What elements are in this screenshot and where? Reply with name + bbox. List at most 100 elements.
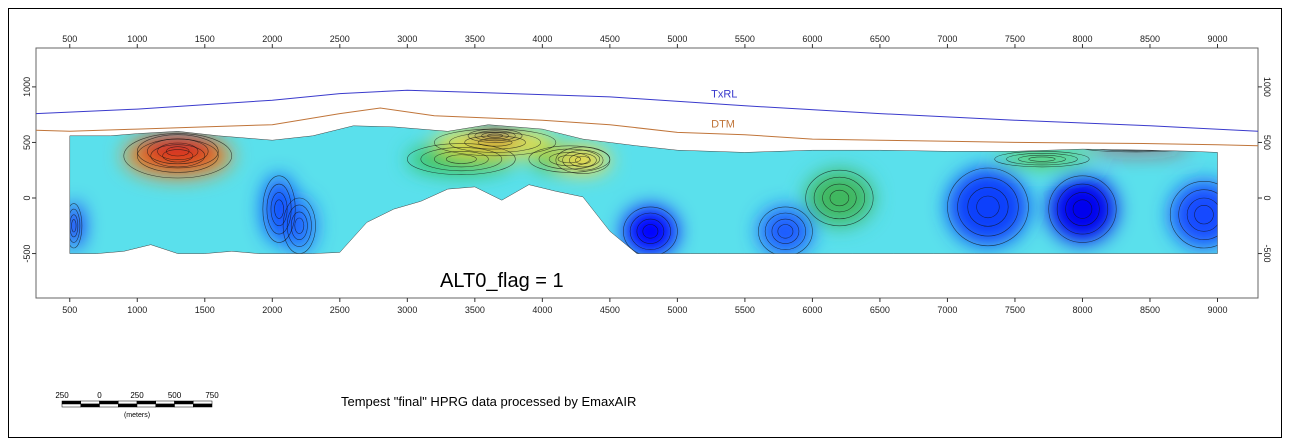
scale-bar-unit: (meters) [124, 412, 150, 419]
contour-8-0 [407, 143, 516, 175]
x-tick-label-top: 9000 [1207, 34, 1227, 44]
x-tick-label-top: 2000 [262, 34, 282, 44]
contour-13-0 [555, 146, 611, 174]
anomaly-low-3 [623, 206, 678, 254]
scale-bar-lower-segment [155, 403, 175, 408]
alt0-flag-annotation: ALT0_flag = 1 [440, 270, 564, 292]
y-axis-ticks: 1000 1000 500 500 0 0 -500 -500 [22, 77, 1272, 263]
x-tick-label-bottom: 6000 [802, 305, 822, 315]
anomaly-low-4 [758, 206, 813, 254]
y-tick-label-right: -500 [1262, 245, 1272, 263]
anomaly-high-15 [137, 134, 219, 168]
series-dtm-line [35, 107, 1259, 147]
contour-4-1 [764, 212, 806, 250]
anomaly-mid-11 [994, 151, 1090, 167]
anomaly-high-13 [555, 146, 610, 174]
section-outline [69, 124, 1218, 254]
contour-11-0 [994, 151, 1090, 168]
contour-10-0 [805, 169, 874, 227]
x-tick-label-top: 5000 [667, 34, 687, 44]
contour-15-0 [136, 134, 219, 169]
contour-3-1 [629, 212, 671, 250]
contour-8-3 [445, 154, 477, 164]
contour-14-0 [123, 133, 233, 179]
contour-14-3 [162, 149, 194, 163]
contour-0-3 [71, 219, 77, 233]
contour-14-2 [150, 144, 206, 168]
x-tick-label-bottom: 7000 [937, 305, 957, 315]
contour-2-1 [286, 204, 312, 247]
contour-2-3 [294, 217, 305, 234]
contour-5-0 [947, 167, 1029, 247]
x-tick-label-bottom: 5000 [667, 305, 687, 315]
scale-bar-upper-segment [136, 400, 156, 405]
contour-10-3 [829, 189, 850, 207]
x-tick-label-bottom: 6500 [870, 305, 890, 315]
x-tick-label-top: 3000 [397, 34, 417, 44]
scale-bar-label: 250 [55, 391, 69, 400]
contour-13-1 [562, 149, 604, 171]
contour-4-3 [777, 224, 794, 239]
scale-bar-lower-segment [99, 403, 119, 408]
contour-15-1 [147, 138, 209, 165]
scale-bar-lower-segment [174, 403, 194, 408]
contour-16-0 [467, 128, 523, 143]
y-tick-label-right: 0 [1262, 195, 1272, 200]
x-tick-label-top: 500 [62, 34, 77, 44]
x-tick-label-bottom: 1000 [127, 305, 147, 315]
contour-17-2 [1109, 145, 1164, 151]
scale-bar-upper-segment [61, 400, 81, 405]
x-tick-label-top: 6500 [870, 34, 890, 44]
x-tick-label-top: 8500 [1140, 34, 1160, 44]
scale-bar-upper-segment [99, 400, 119, 405]
contour-7-3 [1194, 205, 1214, 225]
contour-8-2 [434, 151, 489, 168]
contour-1-1 [266, 183, 292, 235]
scale-bar-label: 750 [205, 391, 219, 400]
x-tick-label-bottom: 9000 [1207, 305, 1227, 315]
y-tick-label-left: 1000 [22, 77, 32, 97]
x-tick-label-bottom: 2000 [262, 305, 282, 315]
contour-6-2 [1065, 192, 1100, 227]
y-tick-label-left: 0 [22, 195, 32, 200]
contour-0-0 [69, 203, 83, 249]
contour-1-0 [262, 175, 296, 243]
scale-bar-label: 500 [168, 391, 182, 400]
contour-5-1 [957, 177, 1019, 237]
x-tick-label-top: 8000 [1072, 34, 1092, 44]
scale-bar-upper-segment [155, 400, 175, 405]
x-tick-label-top: 2500 [330, 34, 350, 44]
scale-bar-lower-segment [193, 403, 213, 408]
contour-16-1 [474, 130, 516, 142]
contour-5-3 [976, 195, 1000, 219]
scale-bar-label: 250 [130, 391, 144, 400]
contour-3-3 [642, 224, 659, 239]
scale-bar: 250 0 250 500 750 (meters) [55, 391, 219, 419]
x-tick-label-bottom: 3500 [465, 305, 485, 315]
x-tick-label-top: 3500 [465, 34, 485, 44]
contour-2-2 [290, 211, 308, 240]
scale-bar-lower-segment [136, 403, 156, 408]
y-tick-label-left: 500 [22, 135, 32, 150]
x-tick-label-bottom: 8000 [1072, 305, 1092, 315]
anomaly-low-0 [69, 203, 82, 248]
x-tick-label-bottom: 8500 [1140, 305, 1160, 315]
contour-0-1 [69, 208, 81, 243]
contour-3-2 [636, 218, 665, 244]
scale-bar-upper-segment [174, 400, 194, 405]
contour-9-1 [538, 148, 601, 170]
contour-4-0 [758, 206, 813, 254]
contour-6-1 [1056, 183, 1109, 235]
y-tick-label-right: 1000 [1262, 77, 1272, 97]
conductivity-section [69, 124, 1218, 254]
contour-16-2 [481, 132, 509, 140]
contour-13-3 [575, 156, 591, 165]
anomaly-low-5 [947, 168, 1029, 246]
contour-3-0 [623, 206, 678, 254]
contour-10-2 [822, 183, 857, 213]
contour-7-2 [1186, 197, 1218, 232]
x-tick-label-top: 4500 [600, 34, 620, 44]
contour-12-3 [477, 138, 513, 147]
x-axis-ticks: 500 500 1000 1000 1500 1500 2000 2000 2500 2500 30… [62, 34, 1227, 315]
